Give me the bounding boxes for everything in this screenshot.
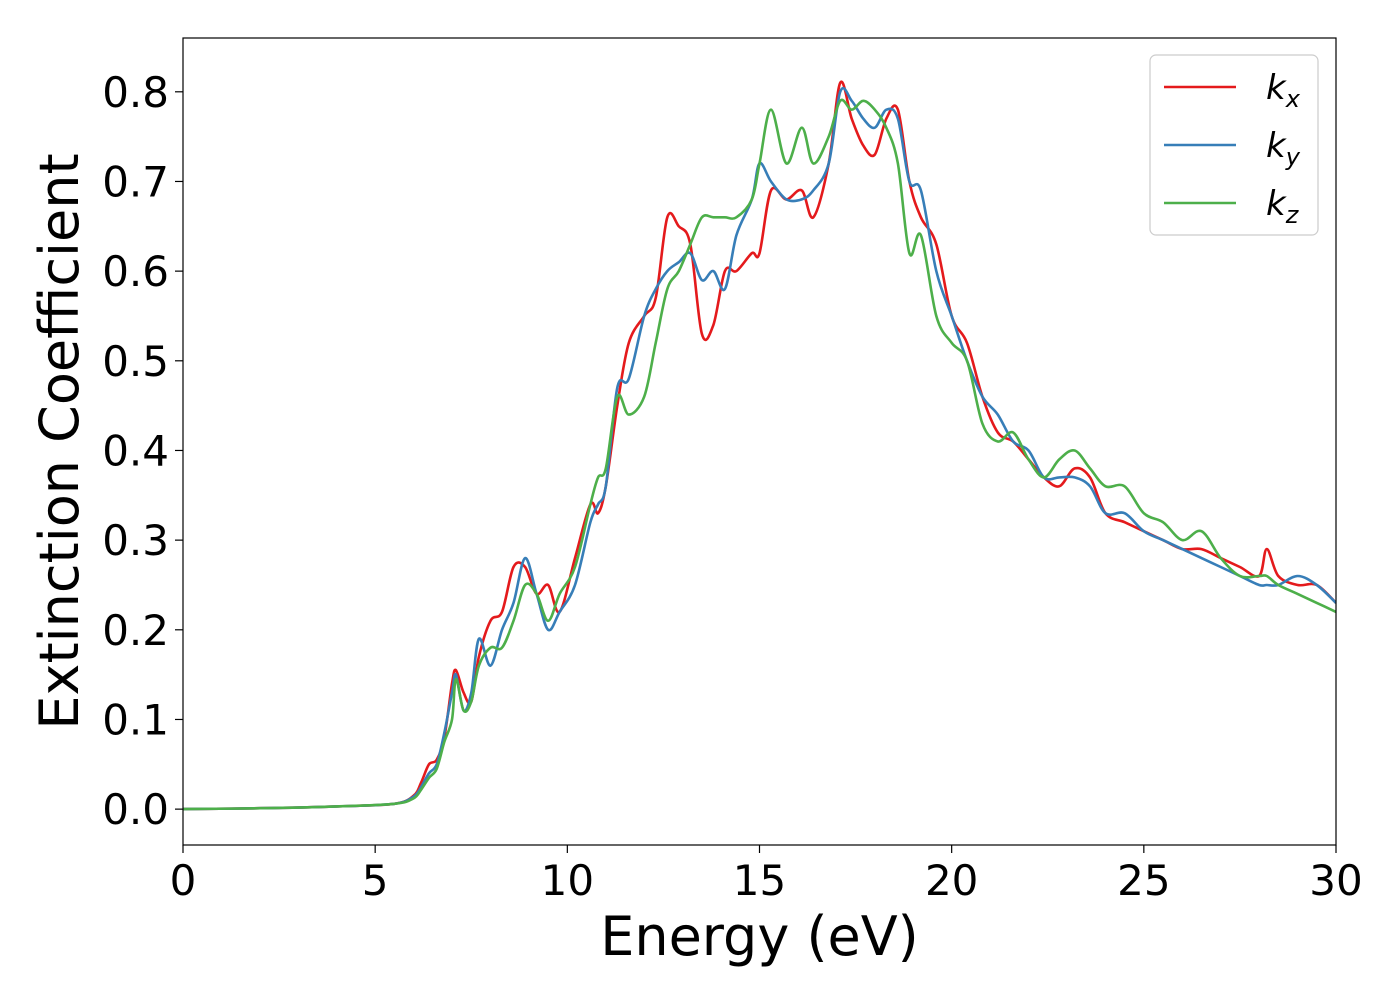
legend-label-main: k <box>1266 126 1287 166</box>
y-tick-label: 0.2 <box>102 606 169 655</box>
x-tick-label: 25 <box>1117 856 1170 905</box>
legend-label-z: kz <box>1266 184 1300 229</box>
y-tick-label: 0.5 <box>102 337 169 386</box>
y-tick-label: 0.3 <box>102 516 169 565</box>
legend-label-y: ky <box>1266 126 1301 171</box>
legend-label-subscript: x <box>1285 85 1301 113</box>
x-tick-label: 15 <box>733 856 786 905</box>
y-tick-label: 0.1 <box>102 695 169 744</box>
legend-label-main: k <box>1266 184 1287 224</box>
y-tick-label: 0.7 <box>102 157 169 206</box>
y-tick-label: 0.6 <box>102 247 169 296</box>
series-line-y <box>183 86 1336 811</box>
x-axis: 0 5 10 15 20 25 30 <box>170 845 1363 905</box>
series-line-z <box>183 98 1336 811</box>
x-tick-label: 0 <box>170 856 197 905</box>
x-tick-label: 20 <box>925 856 978 905</box>
x-tick-label: 30 <box>1309 856 1362 905</box>
x-tick-label: 5 <box>362 856 389 905</box>
legend-label-main: k <box>1266 68 1287 108</box>
legend-label-subscript: z <box>1285 201 1300 229</box>
series-layer <box>183 80 1336 811</box>
x-axis-title: Energy (eV) <box>600 905 919 968</box>
y-tick-label: 0.0 <box>102 785 169 834</box>
x-tick-label: 10 <box>541 856 594 905</box>
y-tick-label: 0.4 <box>102 426 169 475</box>
y-axis: 0.0 0.1 0.2 0.3 0.4 0.5 0.6 0.7 0.8 <box>102 68 183 834</box>
y-axis-title: Extinction Coefficient <box>28 153 91 729</box>
legend-label-x: kx <box>1266 68 1301 113</box>
y-tick-label: 0.8 <box>102 68 169 117</box>
legend-label-subscript: y <box>1285 143 1301 171</box>
